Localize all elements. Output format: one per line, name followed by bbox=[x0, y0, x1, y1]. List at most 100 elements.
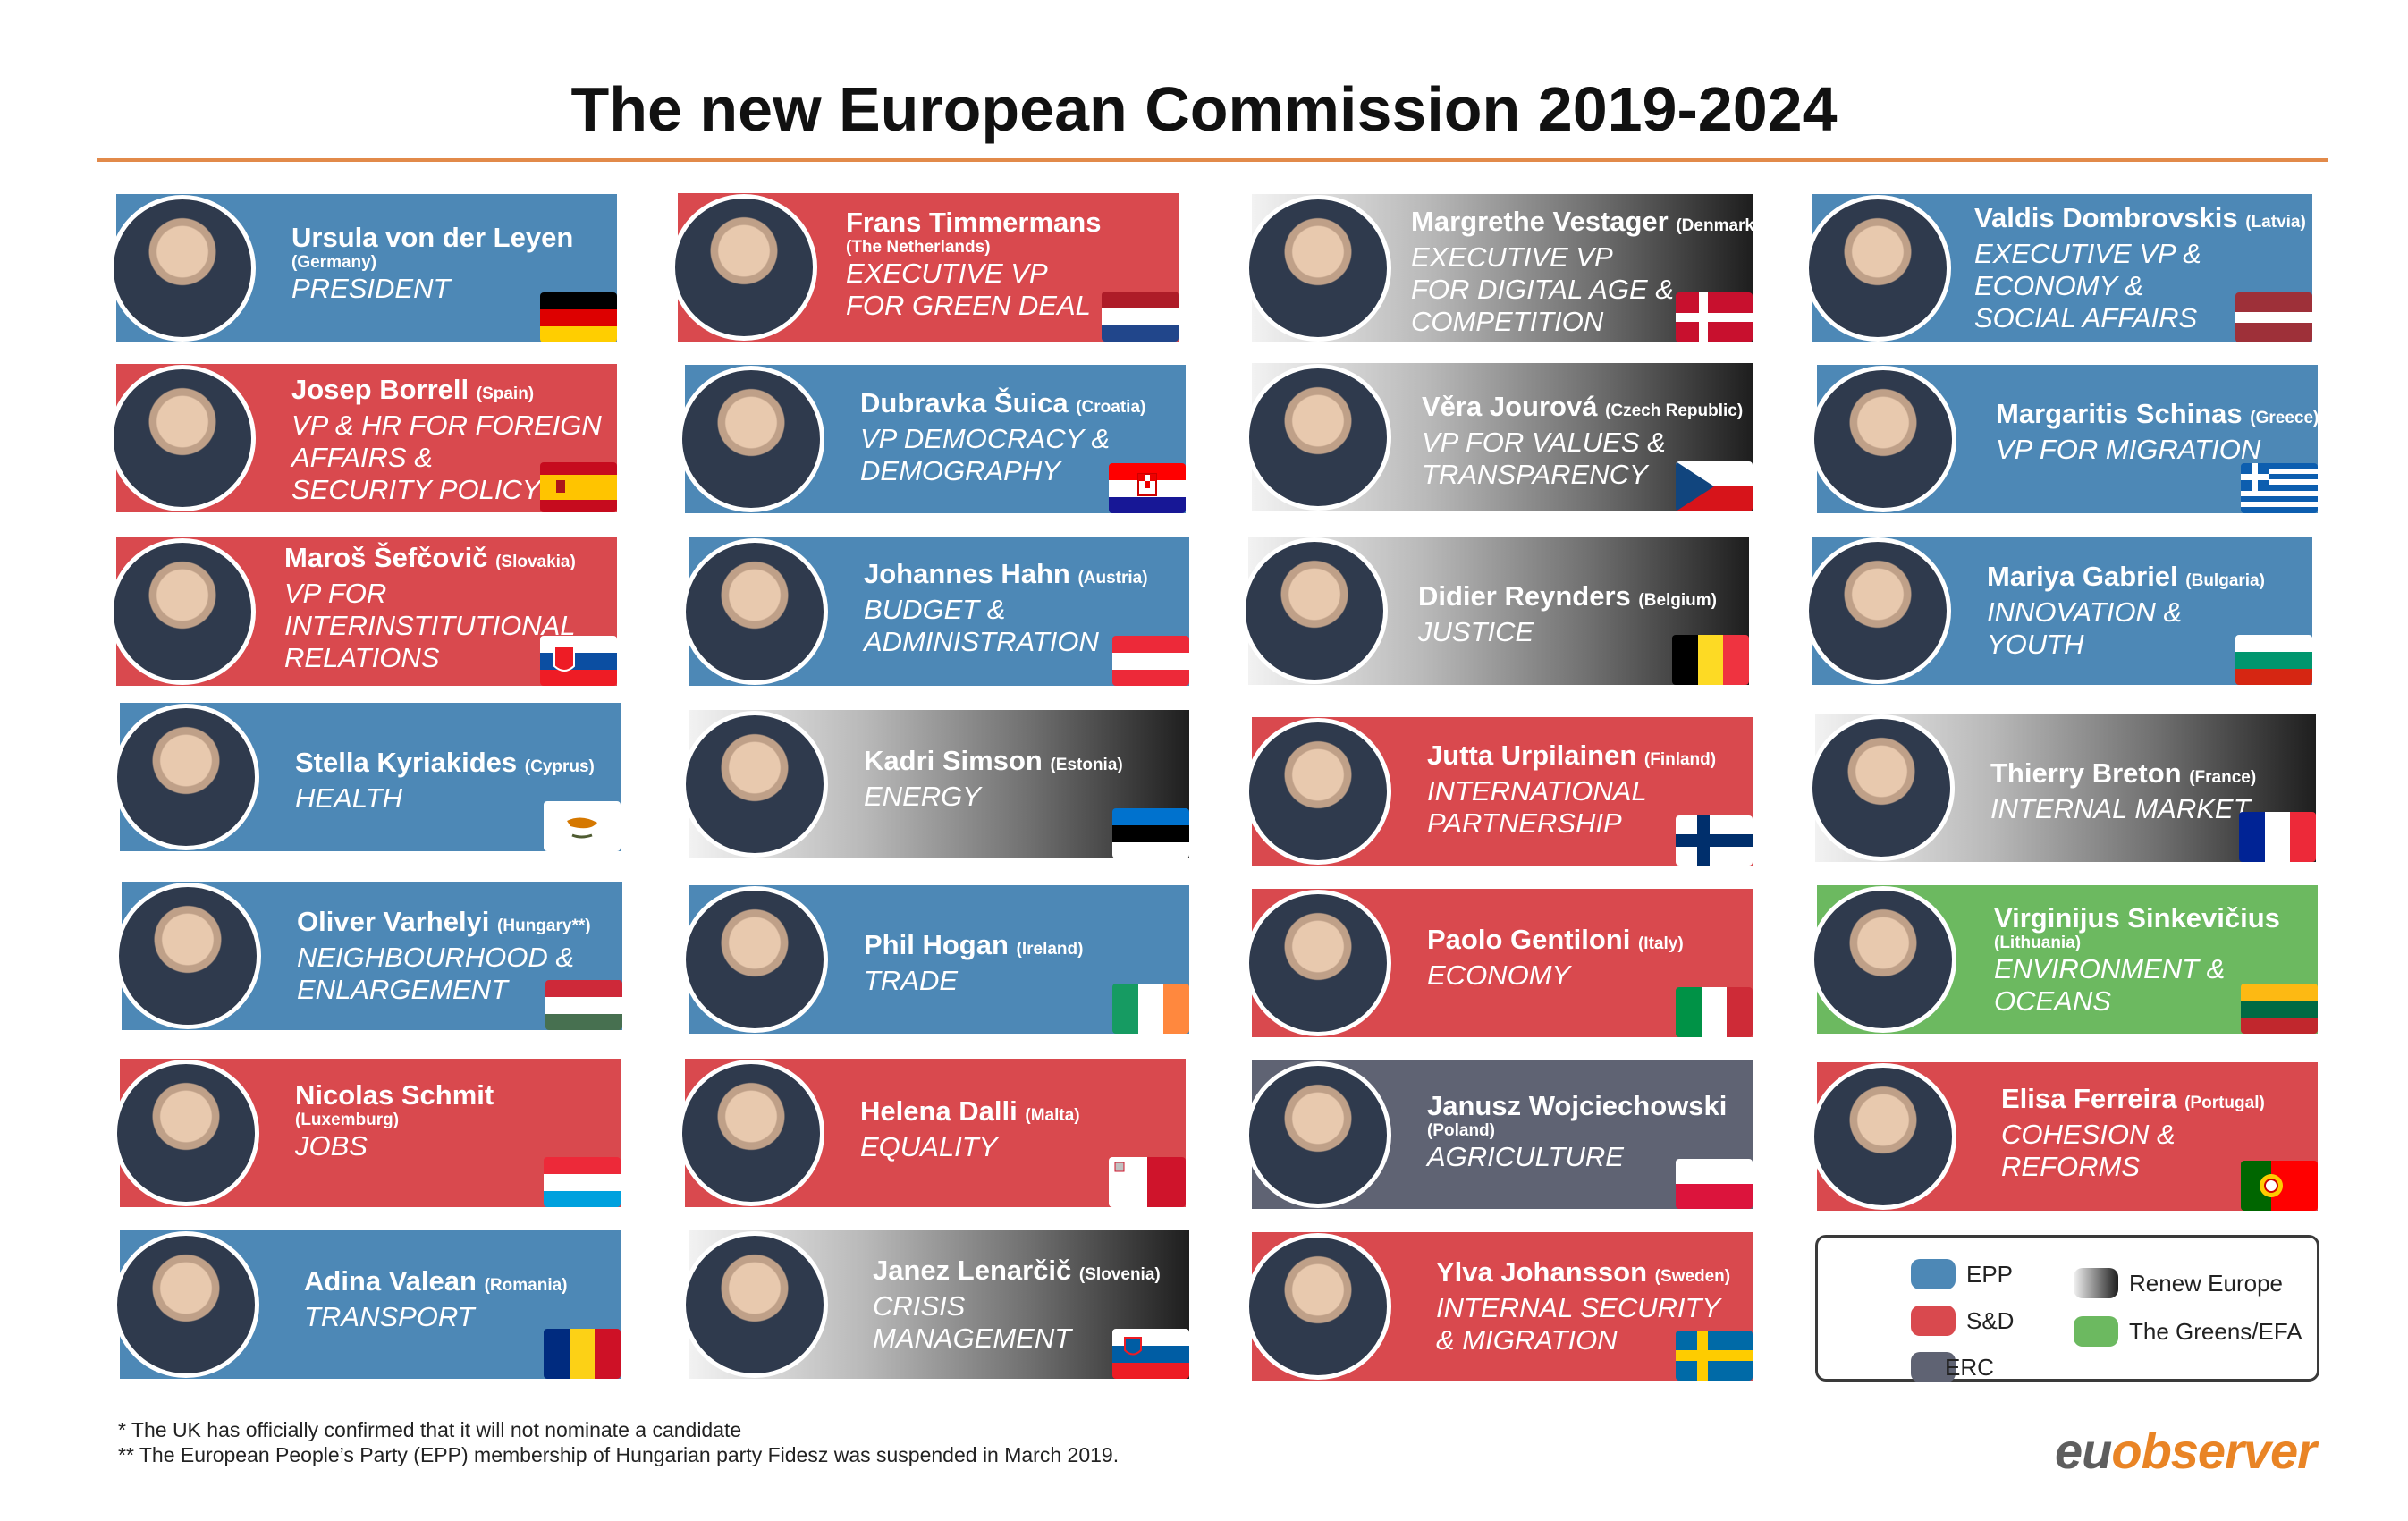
commissioner-name: Didier Reynders bbox=[1418, 580, 1631, 612]
commissioner-role: JOBS bbox=[295, 1130, 368, 1162]
legend-item: ERC bbox=[1911, 1352, 1994, 1382]
commissioner-card[interactable]: Adina Valean (Romania) TRANSPORT bbox=[113, 1230, 621, 1379]
commissioner-card[interactable]: Ylva Johansson (Sweden) INTERNAL SECURITY… bbox=[1245, 1232, 1753, 1381]
portrait-photo bbox=[681, 1231, 828, 1378]
commissioner-country: (Czech Republic) bbox=[1605, 401, 1744, 420]
commissioner-role: REFORMS bbox=[2001, 1151, 2140, 1182]
commissioner-name: Margaritis Schinas bbox=[1996, 398, 2243, 429]
commissioner-card[interactable]: Elisa Ferreira (Portugal) COHESION & REFOR… bbox=[1810, 1062, 2318, 1211]
commissioner-name: Johannes Hahn bbox=[864, 558, 1070, 589]
commissioner-card[interactable]: Mariya Gabriel (Bulgaria) INNOVATION & YOU… bbox=[1804, 537, 2312, 685]
commissioner-name: Margrethe Vestager bbox=[1411, 206, 1669, 237]
portrait-photo bbox=[1808, 714, 1955, 861]
commissioner-role: INTERINSTITUTIONAL bbox=[284, 610, 576, 641]
flag-greece-icon bbox=[2241, 463, 2318, 513]
portrait-photo bbox=[1245, 195, 1391, 342]
commissioner-card[interactable]: Didier Reynders (Belgium) JUSTICE bbox=[1241, 537, 1749, 685]
flag-czech-republic-icon bbox=[1676, 461, 1753, 511]
flag-cyprus-icon bbox=[544, 801, 621, 851]
commissioner-card[interactable]: Thierry Breton (France) INTERNAL MARKET bbox=[1808, 714, 2316, 862]
commissioner-country: (Ireland) bbox=[1016, 940, 1084, 959]
commissioner-card[interactable]: Oliver Varhelyi (Hungary**) NEIGHBOURHOOD… bbox=[114, 882, 622, 1030]
commissioner-name: Jutta Urpilainen bbox=[1427, 739, 1637, 771]
commissioner-role: COHESION & bbox=[2001, 1119, 2176, 1150]
commissioner-role: ADMINISTRATION bbox=[864, 626, 1099, 657]
commissioner-name: Frans Timmermans bbox=[846, 207, 1102, 238]
commissioner-name: Elisa Ferreira bbox=[2001, 1083, 2177, 1114]
commissioner-country: (Denmark) bbox=[1676, 216, 1761, 235]
portrait-photo bbox=[1245, 718, 1391, 865]
commissioner-role: FOR GREEN DEAL bbox=[846, 290, 1091, 321]
commissioner-role: TRANSPARENCY bbox=[1422, 459, 1648, 490]
commissioner-card[interactable]: Helena Dalli (Malta) EQUALITY bbox=[678, 1059, 1186, 1207]
commissioner-card[interactable]: Nicolas Schmit (Luxemburg) JOBS bbox=[113, 1059, 621, 1207]
commissioner-role: AGRICULTURE bbox=[1427, 1141, 1624, 1172]
commissioner-role: ENERGY bbox=[864, 781, 981, 812]
flag-slovenia-icon bbox=[1112, 1329, 1189, 1379]
commissioner-card[interactable]: Virginijus Sinkevičius (Lithuania) ENVIRON… bbox=[1810, 885, 2318, 1034]
legend-swatch bbox=[2074, 1316, 2118, 1347]
page-title: The new European Commission 2019-2024 bbox=[570, 74, 1838, 144]
commissioner-role: SECURITY POLICY bbox=[291, 474, 541, 505]
flag-luxembourg-icon bbox=[544, 1157, 621, 1207]
commissioner-country: (France) bbox=[2189, 768, 2257, 787]
commissioner-card[interactable]: Frans Timmermans (The Netherlands) EXECUTI… bbox=[671, 193, 1179, 342]
commissioner-country: (Malta) bbox=[1025, 1106, 1080, 1125]
commissioner-country: (Slovenia) bbox=[1078, 1265, 1161, 1284]
commissioner-role: HEALTH bbox=[295, 782, 403, 814]
portrait-photo bbox=[1810, 366, 1956, 512]
commissioner-role: EXECUTIVE VP & bbox=[1974, 238, 2201, 269]
commissioner-card[interactable]: Věra Jourová (Czech Republic) VP FOR VALU… bbox=[1245, 363, 1753, 511]
commissioner-role: YOUTH bbox=[1987, 629, 2084, 660]
legend-swatch bbox=[1911, 1306, 1956, 1336]
commissioner-card[interactable]: Jutta Urpilainen (Finland) INTERNATIONAL P… bbox=[1245, 717, 1753, 866]
euobserver-logo: euobserver bbox=[2055, 1423, 2317, 1479]
flag-sweden-icon bbox=[1676, 1331, 1753, 1381]
commissioner-country: (The Netherlands) bbox=[846, 238, 991, 257]
commissioner-role: EXECUTIVE VP bbox=[846, 258, 1048, 289]
flag-latvia-icon bbox=[2235, 292, 2312, 342]
flag-austria-icon bbox=[1112, 636, 1189, 686]
commissioner-card[interactable]: Ursula von der Leyen (Germany) PRESIDENT bbox=[109, 194, 617, 342]
commissioner-country: (Luxemburg) bbox=[295, 1111, 400, 1129]
flag-portugal-icon bbox=[2241, 1161, 2318, 1211]
commissioner-card[interactable]: Janez Lenarčič (Slovenia) CRISIS MANAGEMEN… bbox=[681, 1230, 1189, 1379]
commissioner-role: VP DEMOCRACY & bbox=[860, 423, 1111, 454]
commissioner-card[interactable]: Maroš Šefčovič (Slovakia) VP FOR INTERINST… bbox=[109, 537, 617, 686]
flag-hungary-icon bbox=[545, 980, 622, 1030]
portrait-photo bbox=[1241, 537, 1388, 684]
legend-label: The Greens/EFA bbox=[2129, 1317, 2302, 1345]
commissioner-card[interactable]: Kadri Simson (Estonia) ENERGY bbox=[681, 710, 1189, 858]
portrait-photo bbox=[1810, 1063, 1956, 1210]
portrait-photo bbox=[681, 711, 828, 858]
commissioner-card[interactable]: Valdis Dombrovskis (Latvia) EXECUTIVE VP … bbox=[1804, 194, 2312, 342]
flag-croatia-icon bbox=[1109, 463, 1186, 513]
portrait-photo bbox=[1810, 886, 1956, 1033]
flag-italy-icon bbox=[1676, 987, 1753, 1037]
legend-swatch bbox=[1911, 1259, 1956, 1289]
commissioner-card[interactable]: Janusz Wojciechowski (Poland) AGRICULTURE bbox=[1245, 1060, 1753, 1209]
portrait-photo bbox=[1245, 1061, 1391, 1208]
commissioner-country: (Finland) bbox=[1643, 750, 1717, 769]
commissioner-card[interactable]: Stella Kyriakides (Cyprus) HEALTH bbox=[113, 703, 621, 851]
commissioner-country: (Cyprus) bbox=[524, 757, 595, 776]
commissioner-country: (Italy) bbox=[1637, 934, 1684, 953]
commissioner-role: INNOVATION & bbox=[1987, 596, 2183, 628]
commissioner-card[interactable]: Margrethe Vestager (Denmark) EXECUTIVE VP… bbox=[1245, 194, 1760, 342]
flag-ireland-icon bbox=[1112, 984, 1189, 1034]
commissioner-card[interactable]: Josep Borrell (Spain) VP & HR FOR FOREIGN… bbox=[109, 364, 617, 512]
commissioner-name: Ursula von der Leyen bbox=[291, 222, 574, 253]
commissioner-card[interactable]: Phil Hogan (Ireland) TRADE bbox=[681, 885, 1189, 1034]
commissioner-role: OCEANS bbox=[1994, 985, 2111, 1017]
commissioner-name: Dubravka Šuica bbox=[860, 387, 1069, 418]
commissioner-card[interactable]: Johannes Hahn (Austria) BUDGET & ADMINISTR… bbox=[681, 537, 1189, 686]
commissioner-role: EQUALITY bbox=[860, 1131, 998, 1162]
commissioner-name: Paolo Gentiloni bbox=[1427, 924, 1631, 955]
commissioner-card[interactable]: Paolo Gentiloni (Italy) ECONOMY bbox=[1245, 889, 1753, 1037]
commissioner-role: VP FOR VALUES & bbox=[1422, 427, 1666, 458]
commissioner-card[interactable]: Margaritis Schinas (Greece) VP FOR MIGRAT… bbox=[1810, 365, 2319, 513]
flag-germany-icon bbox=[540, 292, 617, 342]
commissioner-role: & MIGRATION bbox=[1436, 1324, 1618, 1356]
flag-estonia-icon bbox=[1112, 808, 1189, 858]
commissioner-card[interactable]: Dubravka Šuica (Croatia) VP DEMOCRACY & DE… bbox=[678, 365, 1186, 513]
